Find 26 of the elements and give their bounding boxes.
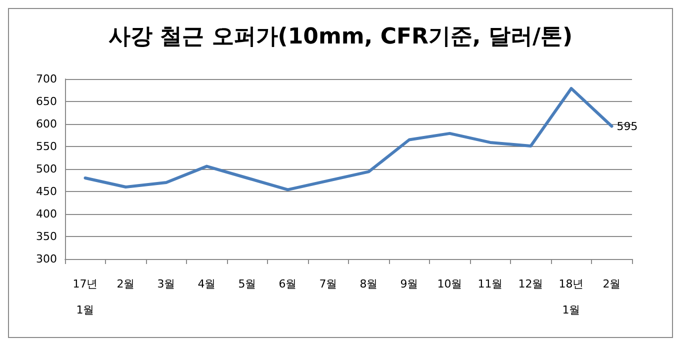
x-tick-label: 8월 (360, 278, 378, 290)
x-tick-label: 18년 1월 (558, 278, 584, 316)
y-tick-label: 550 (36, 140, 57, 153)
x-tick-label: 7월 (319, 278, 338, 290)
y-tick-label: 300 (36, 252, 57, 266)
y-tick-label: 400 (36, 208, 57, 220)
x-tick-label: 10월 (437, 278, 462, 290)
x-tick-label: 2월 (602, 278, 621, 290)
y-tick-label: 650 (36, 95, 57, 108)
x-tick-label: 17년 1월 (72, 278, 98, 316)
x-tick-label: 9월 (400, 278, 418, 290)
x-tick-label: 2월 (116, 278, 135, 290)
y-tick-label: 350 (36, 230, 57, 243)
x-tick-label: 4월 (198, 278, 216, 290)
x-tick-label: 6월 (278, 278, 297, 290)
y-tick-label: 700 (36, 72, 57, 86)
x-tick-label: 5월 (238, 278, 256, 290)
y-tick-label: 500 (36, 162, 57, 176)
y-tick-label: 600 (36, 118, 57, 130)
x-tick-label: 12월 (518, 278, 544, 290)
x-tick-label: 11월 (478, 278, 503, 290)
line-series (84, 86, 614, 192)
chart-title: 사강 철근 오퍼가(10mm, CFR기준, 달러/톤) (108, 24, 573, 50)
x-tick-label: 3월 (157, 278, 176, 290)
data-label: 595 (616, 120, 638, 133)
y-tick-label: 450 (36, 185, 57, 198)
